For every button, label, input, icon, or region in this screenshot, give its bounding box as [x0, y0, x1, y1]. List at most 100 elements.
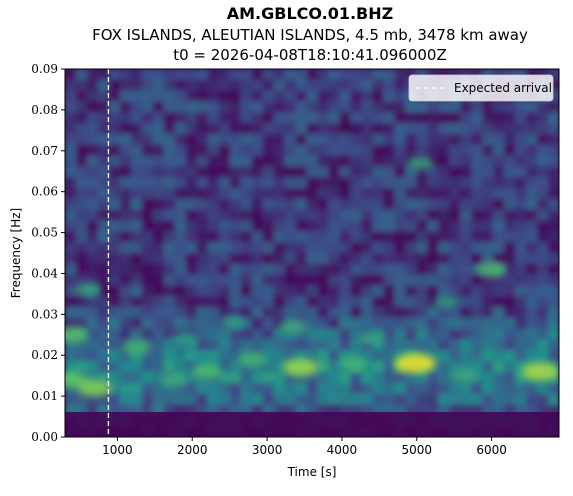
spectrogram-cell: [372, 242, 384, 254]
spectrogram-cell: [482, 350, 494, 362]
spectrogram-cell: [361, 166, 373, 178]
spectrogram-cell: [471, 144, 483, 157]
spectrogram-cell: [185, 123, 198, 135]
spectrogram-cell: [174, 198, 187, 211]
spectrogram-cell: [482, 101, 494, 113]
spectrogram-cell: [339, 393, 351, 406]
spectrogram-cell: [548, 242, 559, 254]
spectrogram-cell: [471, 101, 483, 113]
spectrogram-cell: [240, 372, 253, 384]
spectrogram-cell: [372, 198, 384, 211]
spectrogram-cell: [537, 393, 549, 406]
spectrogram-cell: [460, 231, 472, 243]
spectrogram-cell: [306, 350, 319, 362]
spectrogram-cell: [493, 382, 505, 395]
spectrogram-cell: [328, 166, 341, 178]
y-tick-label: 0.07: [31, 144, 58, 158]
spectrogram-cell: [218, 231, 231, 243]
spectrogram-cell: [438, 285, 450, 297]
spectrogram-cell: [273, 350, 286, 362]
spectrogram-cell: [317, 372, 330, 384]
spectrogram-cell: [548, 112, 559, 124]
x-tick-label: 4000: [327, 443, 358, 457]
spectrogram-cell: [262, 79, 275, 92]
spectrogram-cell: [361, 133, 373, 146]
spectrogram-cell: [306, 328, 319, 341]
spectrogram-cell: [152, 296, 165, 308]
spectrogram-cell: [537, 328, 549, 341]
spectrogram-cell: [372, 285, 384, 297]
spectrogram-cell: [97, 79, 110, 92]
spectrogram-cell: [394, 133, 406, 146]
spectrogram-cell: [295, 339, 308, 351]
spectrogram-cell: [262, 404, 275, 416]
spectrogram-cell: [251, 242, 264, 254]
spectrogram-cell: [504, 166, 516, 178]
spectrogram-cell: [295, 253, 308, 265]
spectrogram-cell: [262, 231, 275, 243]
spectrogram-cell: [284, 263, 297, 276]
spectrogram-cell: [141, 274, 154, 286]
spectrogram-hotspot: [74, 283, 101, 297]
spectrogram-cell: [328, 231, 341, 243]
spectrogram-cell: [493, 404, 505, 416]
spectrogram-cell: [416, 220, 428, 232]
spectrogram-cell: [394, 328, 406, 341]
spectrogram-cell: [284, 188, 297, 200]
spectrogram-cell: [515, 188, 527, 200]
spectrogram-cell: [328, 144, 341, 157]
spectrogram-cell: [174, 339, 187, 351]
spectrogram-cell: [119, 112, 132, 124]
spectrogram-cell: [284, 404, 297, 416]
spectrogram-cell: [207, 404, 220, 416]
spectrogram-cell: [361, 339, 373, 351]
spectrogram-cell: [108, 372, 121, 384]
spectrogram-cell: [185, 144, 198, 157]
spectrogram-cell: [361, 69, 373, 81]
spectrogram-cell: [97, 263, 110, 276]
spectrogram-cell: [152, 166, 165, 178]
spectrogram-cell: [240, 404, 253, 416]
spectrogram-cell: [262, 90, 275, 102]
spectrogram-hotspots: [65, 156, 559, 397]
spectrogram-cell: [317, 90, 330, 102]
spectrogram-cell: [65, 317, 77, 330]
spectrogram-cell: [405, 253, 417, 265]
spectrogram-cell: [119, 231, 132, 243]
spectrogram-cell: [76, 144, 88, 157]
spectrogram-cell: [405, 393, 417, 406]
spectrogram-cell: [218, 328, 231, 341]
spectrogram-cell: [449, 317, 461, 330]
spectrogram-cell: [460, 296, 472, 308]
spectrogram-cell: [108, 296, 121, 308]
spectrogram-cell: [438, 188, 450, 200]
spectrogram-cell: [87, 79, 99, 92]
spectrogram-cell: [515, 317, 527, 330]
spectrogram-cell: [163, 112, 176, 124]
spectrogram-cell: [449, 220, 461, 232]
spectrogram-cell: [438, 263, 450, 276]
spectrogram-cell: [537, 209, 549, 222]
spectrogram-cell: [306, 69, 319, 81]
spectrogram-cell: [152, 79, 165, 92]
spectrogram-cell: [471, 112, 483, 124]
spectrogram-cell: [251, 393, 264, 406]
spectrogram-cell: [460, 112, 472, 124]
spectrogram-cell: [416, 285, 428, 297]
spectrogram-cell: [141, 361, 154, 373]
spectrogram-cell: [504, 350, 516, 362]
spectrogram-cell: [97, 90, 110, 102]
spectrogram-cell: [526, 101, 538, 113]
spectrogram-cell: [482, 112, 494, 124]
spectrogram-cell: [218, 123, 231, 135]
spectrogram-cell: [361, 144, 373, 157]
spectrogram-cell: [482, 166, 494, 178]
spectrogram-cell: [515, 361, 527, 373]
spectrogram-cell: [515, 339, 527, 351]
spectrogram-cell: [240, 328, 253, 341]
spectrogram-cell: [273, 263, 286, 276]
spectrogram-cell: [185, 90, 198, 102]
spectrogram-cell: [317, 188, 330, 200]
spectrogram-cell: [416, 231, 428, 243]
spectrogram-cell: [240, 285, 253, 297]
